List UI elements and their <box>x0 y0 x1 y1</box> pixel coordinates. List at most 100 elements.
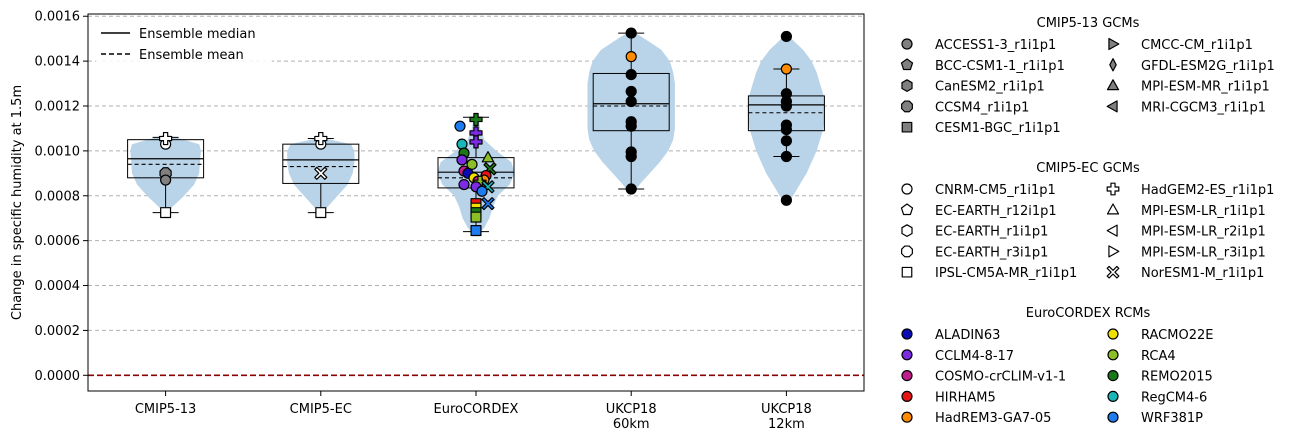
legend-label: MPI-ESM-LR_r1i1p1 <box>1141 204 1266 219</box>
legend-marker <box>1106 203 1120 215</box>
y-tick-label: 0.0012 <box>35 100 81 115</box>
legend-label: Ensemble median <box>139 27 256 42</box>
data-point <box>456 138 468 150</box>
legend-label: CNRM-CM5_r1i1p1 <box>935 183 1056 198</box>
data-point <box>780 30 793 43</box>
x-tick-label: UKCP18 <box>761 402 812 417</box>
data-point <box>625 27 637 39</box>
x-tick-label: CMIP5-13 <box>135 402 196 417</box>
legend-marker <box>901 183 913 195</box>
y-tick-label: 0.0002 <box>35 324 81 339</box>
legend-label: IPSL-CM5A-MR_r1i1p1 <box>935 266 1077 281</box>
legend-marker <box>1107 411 1119 423</box>
legend-marker <box>901 411 913 423</box>
legend-label: EC-EARTH_r12i1p1 <box>935 204 1057 219</box>
data-point <box>466 158 478 170</box>
legend-label: CCLM4-8-17 <box>935 349 1014 364</box>
legend-section-title: CMIP5-13 GCMs <box>1037 16 1140 31</box>
data-point <box>625 85 637 98</box>
legend-marker <box>1108 245 1120 258</box>
legend-label: RACMO22E <box>1141 328 1213 343</box>
legend-label: CCSM4_r1i1p1 <box>935 100 1029 115</box>
legend-marker <box>1107 328 1119 340</box>
legend-marker <box>901 245 913 258</box>
legend-marker <box>901 370 913 382</box>
legend-label: BCC-CSM1-1_r1i1p1 <box>935 59 1065 74</box>
data-point <box>780 135 793 147</box>
legend-marker <box>1108 37 1120 51</box>
legend-label: MPI-ESM-LR_r2i1p1 <box>1141 225 1266 240</box>
legend-marker <box>901 349 913 361</box>
legend-label: ACCESS1-3_r1i1p1 <box>935 38 1056 53</box>
legend-marker <box>1106 79 1120 91</box>
data-point <box>454 120 466 132</box>
legend-marker <box>1107 370 1119 382</box>
data-point <box>159 131 173 146</box>
legend-label: GFDL-ESM2G_r1i1p1 <box>1141 59 1275 74</box>
data-point <box>780 63 793 75</box>
data-point <box>625 51 637 63</box>
legend-marker <box>901 79 913 92</box>
legend-marker <box>1106 265 1120 279</box>
x-tick-label: 60km <box>613 417 650 432</box>
plot-legend: Ensemble median Ensemble mean <box>96 20 272 66</box>
data-point <box>470 225 482 237</box>
y-tick-label: 0.0016 <box>35 10 81 25</box>
legend-label: CMCC-CM_r1i1p1 <box>1141 38 1253 53</box>
data-point <box>469 135 483 149</box>
legend-marker <box>901 38 913 50</box>
data-point <box>481 197 495 211</box>
legend-label: MRI-CGCM3_r1i1p1 <box>1141 100 1266 115</box>
legend-marker <box>1107 349 1119 361</box>
data-point <box>458 178 470 191</box>
legend-label: ALADIN63 <box>935 328 1000 343</box>
legend-label: Ensemble mean <box>139 48 244 63</box>
data-point <box>469 112 483 127</box>
legend-label: MPI-ESM-LR_r3i1p1 <box>1141 245 1266 260</box>
plot-frame <box>87 13 865 392</box>
legend-marker <box>901 266 913 278</box>
legend-marker <box>901 328 913 340</box>
legend-label: EC-EARTH_r3i1p1 <box>935 245 1048 260</box>
data-point <box>470 211 482 223</box>
legend-marker <box>1107 390 1119 402</box>
data-point <box>625 95 637 108</box>
point-layer <box>159 27 793 237</box>
data-point <box>315 207 327 219</box>
data-point <box>456 154 468 166</box>
legend-section-title: EuroCORDEX RCMs <box>1026 306 1151 321</box>
data-point <box>314 131 328 146</box>
legend-label: CESM1-BGC_r1i1p1 <box>935 121 1061 136</box>
y-tick-label: 0.0000 <box>35 369 81 384</box>
legend-marker <box>901 121 913 133</box>
data-point <box>625 120 637 132</box>
legend-label: COSMO-crCLIM-v1-1 <box>935 370 1066 385</box>
y-tick-label: 0.0004 <box>35 279 81 294</box>
legend-marker <box>901 224 913 237</box>
legend-label: REMO2015 <box>1141 370 1213 385</box>
legend-marker <box>1106 100 1118 113</box>
data-point <box>780 194 793 206</box>
violin <box>747 34 825 203</box>
legend-marker <box>1106 224 1118 237</box>
violin <box>587 32 675 194</box>
data-point <box>481 151 495 163</box>
data-point <box>780 150 793 163</box>
plot-legend-box <box>96 20 272 66</box>
data-point <box>160 207 172 219</box>
x-tick-label: CMIP5-EC <box>290 402 352 417</box>
legend-marker <box>900 58 914 71</box>
legend-label: HadGEM2-ES_r1i1p1 <box>1141 183 1274 198</box>
data-point <box>476 185 488 197</box>
data-point <box>625 183 637 195</box>
y-tick-label: 0.0006 <box>35 234 81 249</box>
data-point <box>314 166 328 180</box>
data-point <box>625 150 637 163</box>
data-point <box>160 174 172 186</box>
data-point <box>780 123 793 136</box>
violin-layer <box>130 32 825 237</box>
y-tick-label: 0.0010 <box>35 144 81 159</box>
y-tick-label: 0.0014 <box>35 55 81 70</box>
legend-marker <box>900 203 914 216</box>
